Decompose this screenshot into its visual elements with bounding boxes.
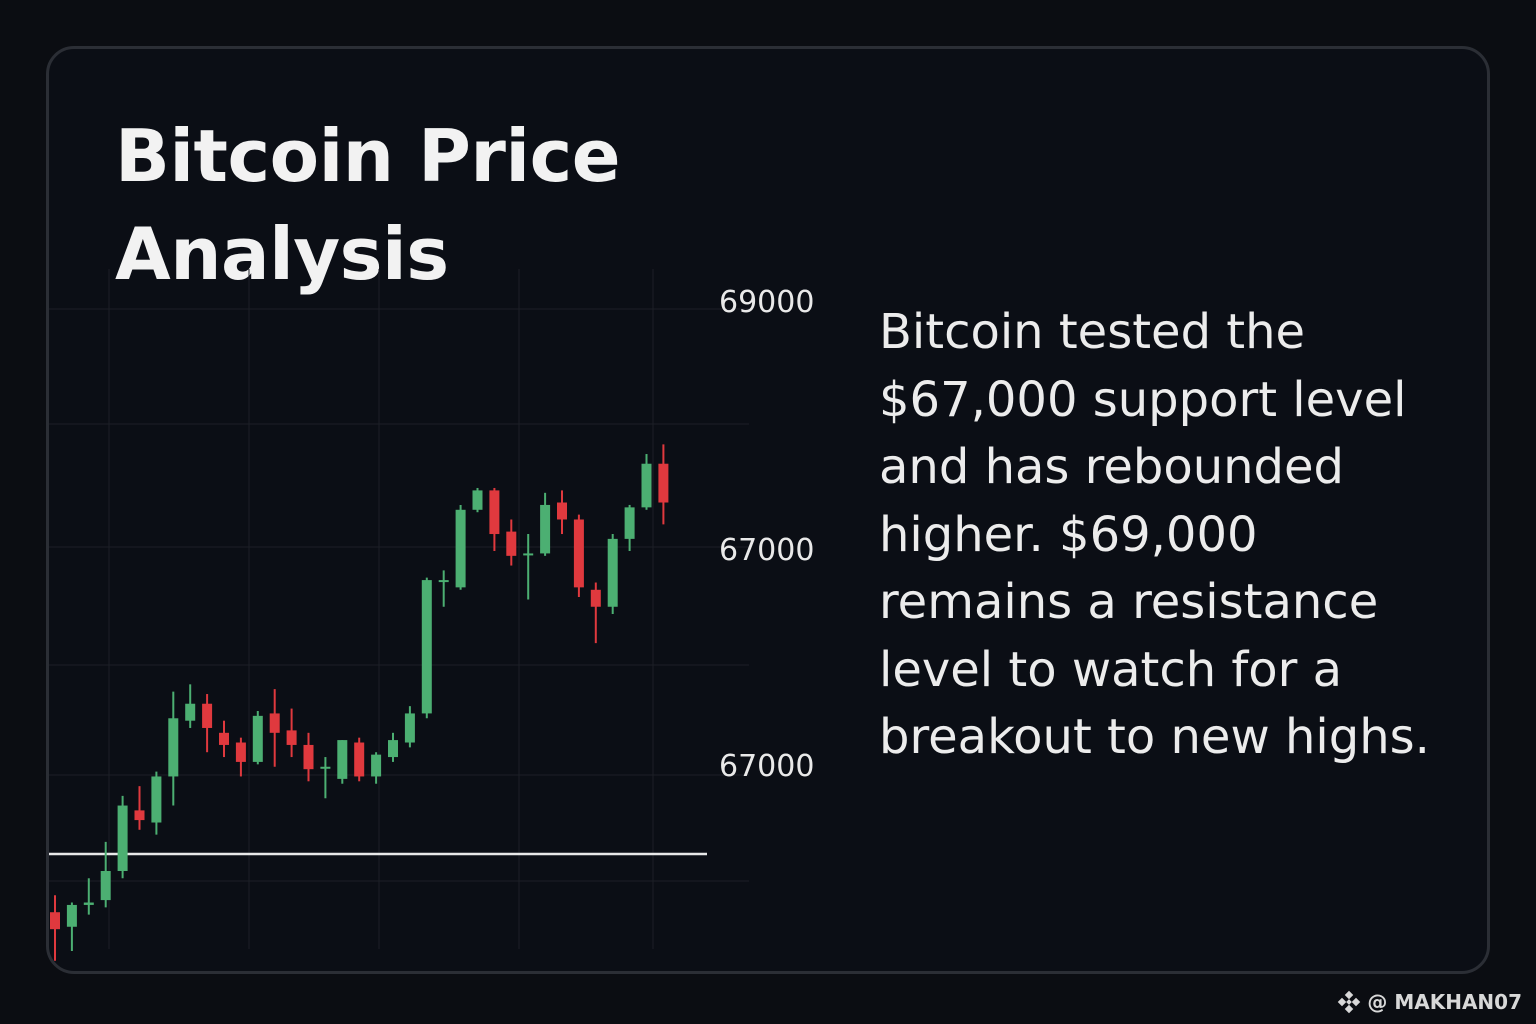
candle xyxy=(658,444,669,525)
candle xyxy=(202,694,213,753)
candle-body xyxy=(83,902,94,905)
candle xyxy=(540,492,551,556)
candle xyxy=(523,534,534,600)
y-tick-label: 67000 xyxy=(719,533,814,568)
candle-body xyxy=(168,718,179,777)
candle xyxy=(388,732,398,762)
candle-body xyxy=(455,509,466,588)
candle-body xyxy=(607,538,618,607)
candle-body xyxy=(320,766,331,769)
candle xyxy=(438,570,449,607)
candle xyxy=(286,708,297,758)
candle-body xyxy=(472,490,483,510)
candle xyxy=(185,684,196,728)
candle-body xyxy=(438,580,449,583)
candle-body xyxy=(506,531,517,556)
candle-body xyxy=(354,742,365,777)
candle xyxy=(269,689,280,767)
candle-body xyxy=(404,713,415,743)
candle xyxy=(607,534,618,615)
binance-logo-icon xyxy=(1338,990,1361,1014)
candle xyxy=(66,902,77,951)
candle-body xyxy=(117,805,128,871)
watermark-handle: @ MAKHAN07 xyxy=(1367,990,1522,1014)
analysis-line: remains a resistance xyxy=(879,574,1379,630)
chart-card: Bitcoin Price Analysis 69000 67000 67000 B… xyxy=(46,46,1490,974)
candles xyxy=(50,444,669,961)
candle xyxy=(151,771,162,835)
candle-body xyxy=(573,519,584,588)
candle xyxy=(506,519,517,566)
analysis-line: breakout to new highs. xyxy=(879,709,1430,765)
candle-body xyxy=(235,742,246,762)
title-line-2: Analysis xyxy=(115,212,449,296)
candle-body xyxy=(252,715,263,762)
title-line-1: Bitcoin Price xyxy=(115,114,621,198)
candle-body xyxy=(50,912,60,930)
analysis-line: $67,000 support level xyxy=(879,371,1407,428)
candle-body xyxy=(421,580,432,714)
candle-body xyxy=(371,754,382,777)
grid-lines xyxy=(49,269,749,949)
candle xyxy=(573,514,584,598)
candle xyxy=(50,895,60,961)
candle xyxy=(252,711,263,765)
candle xyxy=(83,878,94,915)
candlestick-chart: 69000 67000 67000 xyxy=(49,269,814,961)
analysis-line: higher. $69,000 xyxy=(879,506,1258,563)
analysis-text: Bitcoin tested the $67,000 support level… xyxy=(879,299,1479,772)
watermark: @ MAKHAN07 xyxy=(1337,990,1522,1014)
candle xyxy=(235,737,246,777)
candle-body xyxy=(202,703,213,728)
analysis-line: and has rebounded xyxy=(879,439,1345,495)
candle-body xyxy=(303,744,314,770)
candle-body xyxy=(151,776,162,823)
analysis-line: level to watch for a xyxy=(879,641,1343,698)
candle xyxy=(337,740,348,784)
candle xyxy=(590,582,601,644)
candle-body xyxy=(286,730,297,745)
candle-body xyxy=(66,904,77,927)
candle-body xyxy=(624,507,635,539)
candle-body xyxy=(388,740,398,758)
candle-body xyxy=(219,732,229,745)
candle-body xyxy=(641,463,652,508)
candle xyxy=(472,487,483,513)
candle xyxy=(168,691,179,806)
y-axis-tick-labels: 69000 67000 67000 xyxy=(719,285,814,784)
analysis-line: Bitcoin tested the xyxy=(879,304,1306,360)
candle-body xyxy=(100,871,111,901)
candle xyxy=(320,757,331,799)
candle xyxy=(404,706,415,748)
candle-body xyxy=(523,553,534,556)
candle-body xyxy=(269,713,280,733)
candle xyxy=(117,795,128,879)
candle xyxy=(354,737,365,782)
y-tick-label: 69000 xyxy=(719,285,814,320)
candle-body xyxy=(557,502,567,520)
candle-body xyxy=(540,504,551,554)
y-tick-label: 67000 xyxy=(719,749,814,784)
candle xyxy=(641,454,652,510)
candle-body xyxy=(489,490,500,535)
candle-body xyxy=(134,810,145,821)
candle-body xyxy=(185,703,196,721)
candle-body xyxy=(658,463,669,503)
candle xyxy=(371,752,382,784)
candle xyxy=(557,490,567,535)
candle xyxy=(489,487,500,551)
candle xyxy=(421,577,432,719)
candle xyxy=(100,841,111,908)
candle xyxy=(303,732,314,782)
candle-body xyxy=(590,589,601,607)
page-title: Bitcoin Price Analysis xyxy=(115,107,621,303)
candle xyxy=(134,786,145,830)
candle-body xyxy=(337,740,348,779)
candle xyxy=(219,720,229,758)
candle xyxy=(455,504,466,590)
candle xyxy=(624,504,635,551)
